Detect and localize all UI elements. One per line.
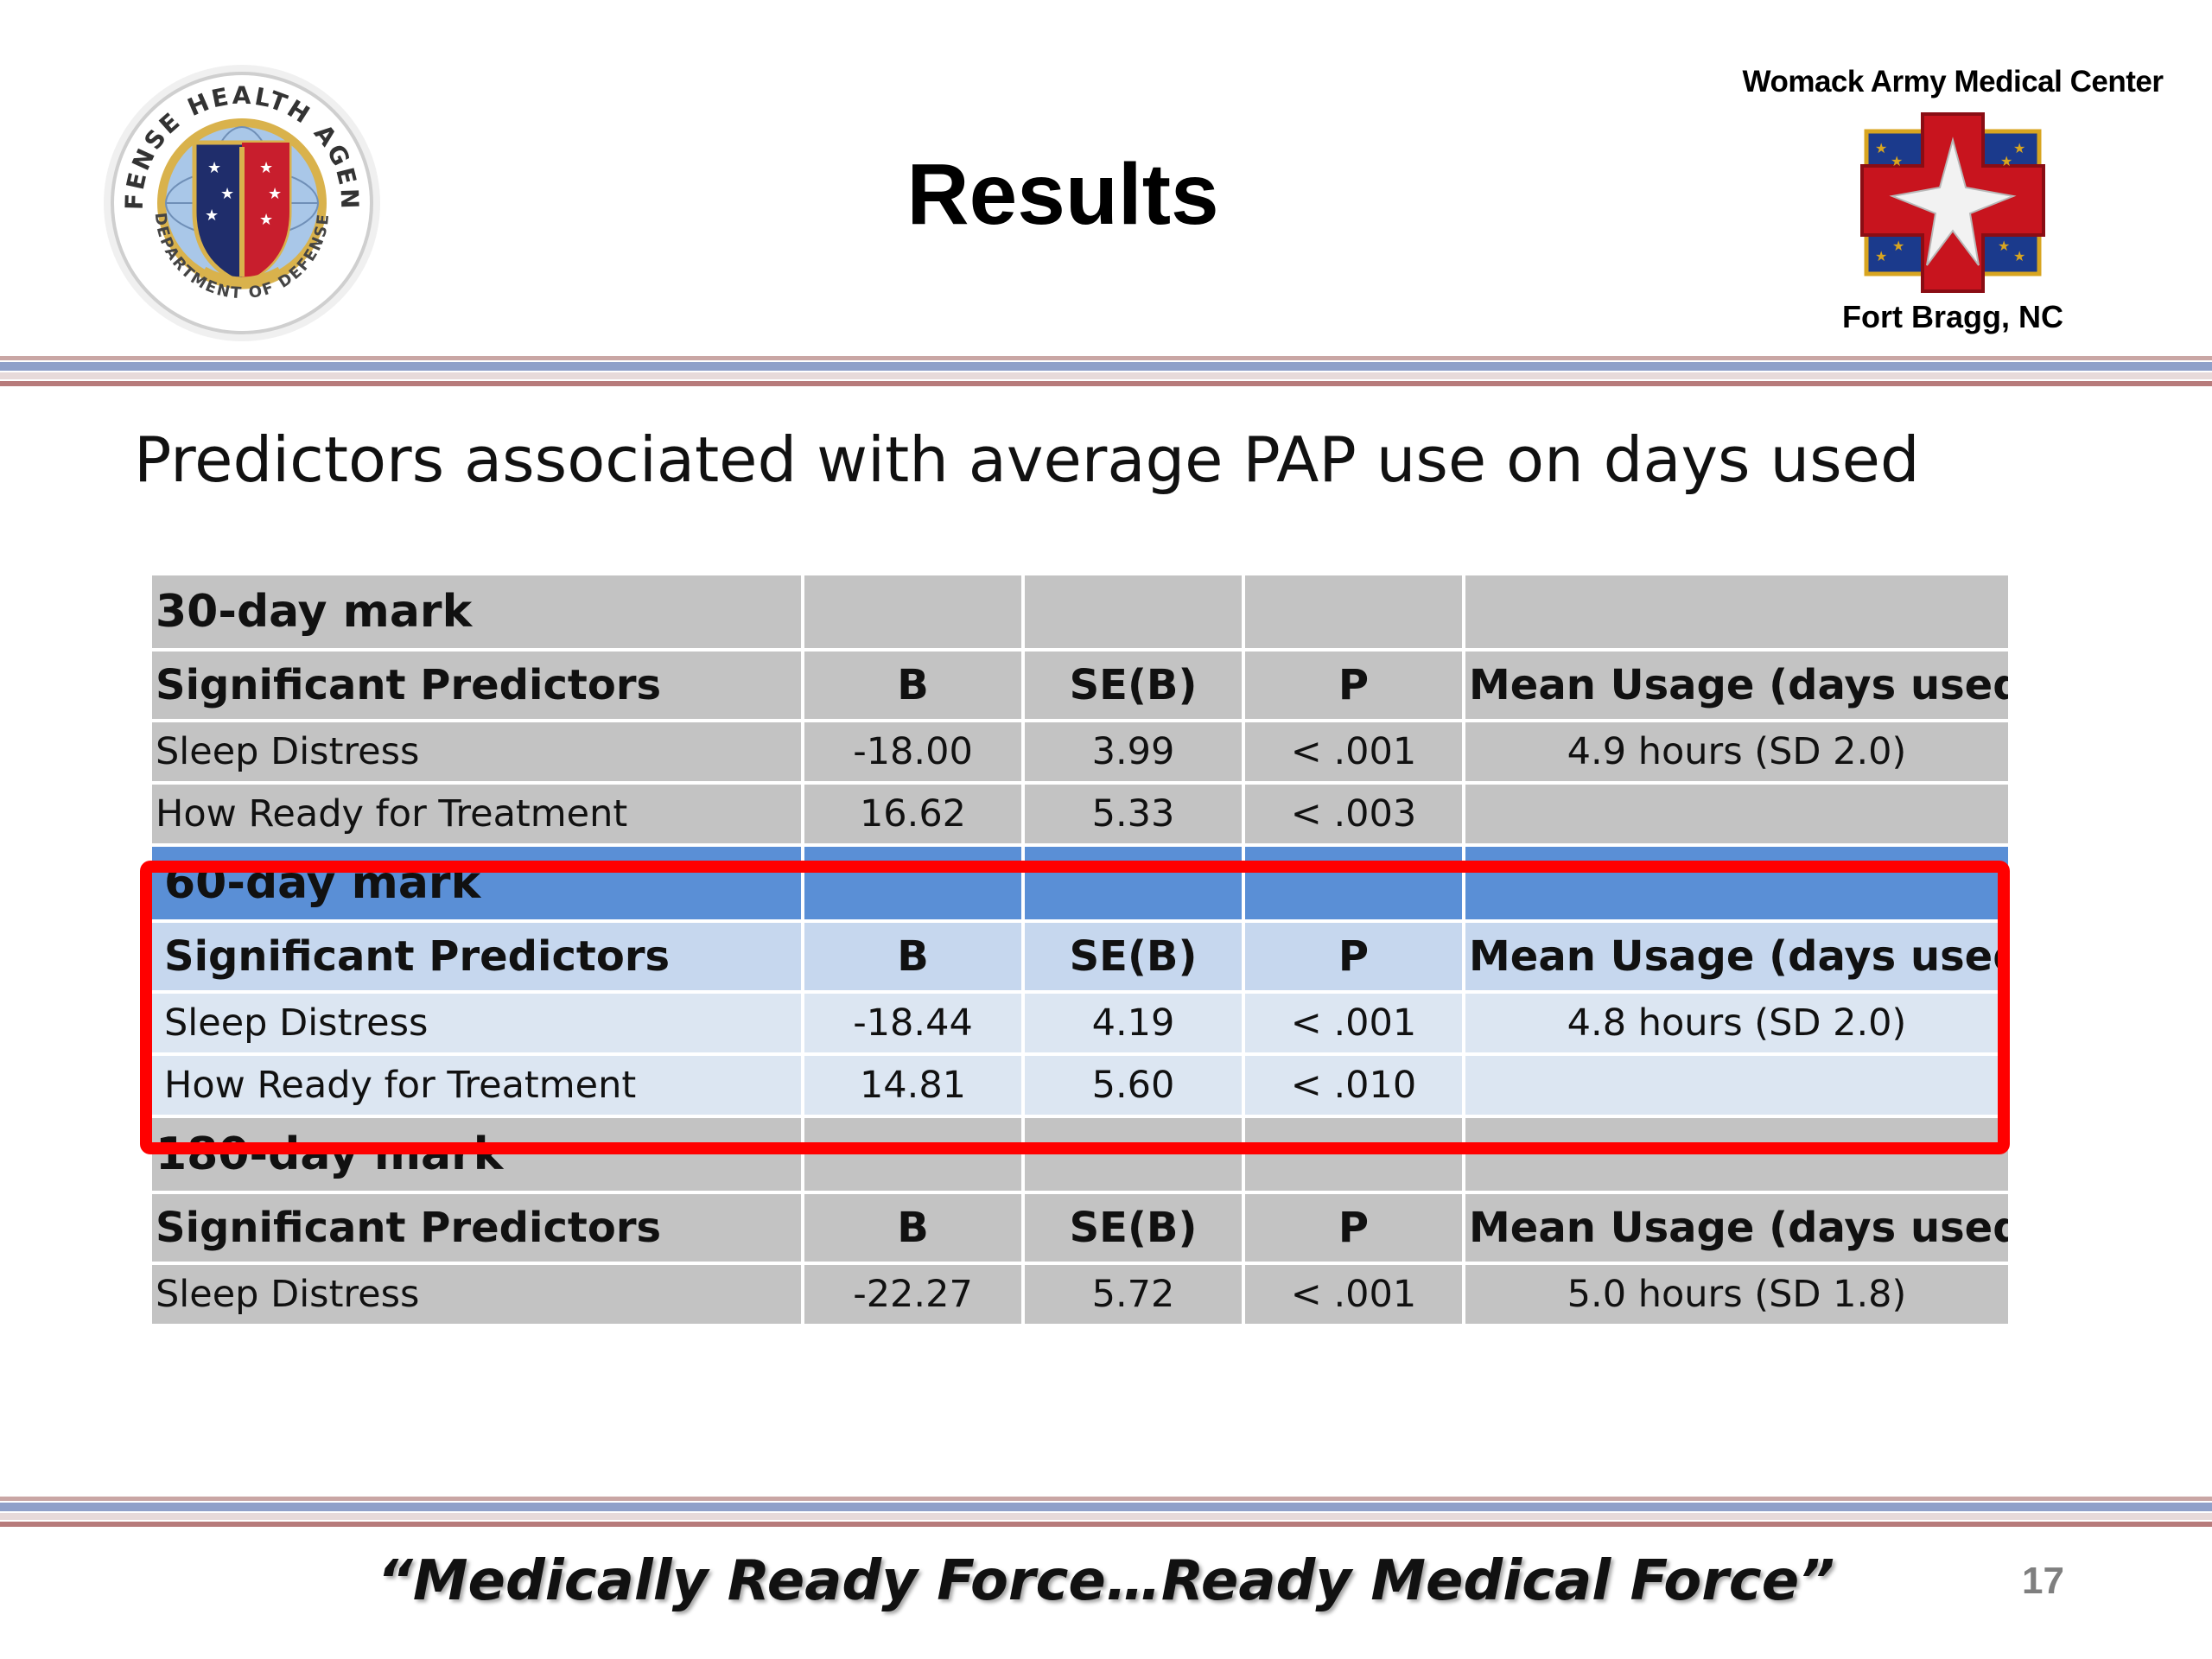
highlight-box-60-day — [140, 861, 2010, 1154]
column-header-row: Significant Predictors B SE(B) P Mean Usage … — [149, 648, 2012, 722]
table-cell-se: 5.72 — [1021, 1262, 1245, 1327]
svg-text:★: ★ — [1998, 238, 2010, 254]
table-cell-mean: 4.8 hours (SD 2.0) — [1462, 990, 2012, 1056]
table-cell-predictor: How Ready for Treatment — [149, 1052, 804, 1118]
table-cell-mean — [1462, 781, 2012, 847]
table-row: Sleep Distress -22.27 5.72 < .001 5.0 hours … — [149, 1262, 2012, 1327]
table-cell-se: 3.99 — [1021, 719, 1245, 785]
table-cell-b: 14.81 — [801, 1052, 1025, 1118]
column-header: SE(B) — [1021, 648, 1245, 722]
divider-stripe — [0, 362, 2212, 371]
results-table: 30-day mark Significant Predictors B SE(B) P… — [149, 572, 2012, 1327]
footer-divider — [0, 1497, 2212, 1529]
empty-cell — [1242, 1115, 1465, 1194]
section-mark-row: 180-day mark — [149, 1115, 2012, 1194]
table-cell-mean: 4.9 hours (SD 2.0) — [1462, 719, 2012, 785]
table-row: How Ready for Treatment 16.62 5.33 < .003 — [149, 781, 2012, 847]
table-cell-p: < .001 — [1242, 1262, 1465, 1327]
table-cell-b: 16.62 — [801, 781, 1025, 847]
table-cell-mean: 5.0 hours (SD 1.8) — [1462, 1262, 2012, 1327]
divider-stripe — [0, 372, 2212, 379]
svg-text:★: ★ — [1875, 140, 1887, 156]
section-mark-label: 180-day mark — [149, 1115, 804, 1194]
section-mark-label: 30-day mark — [149, 572, 804, 652]
table-cell-b: -18.00 — [801, 719, 1025, 785]
column-header: SE(B) — [1021, 1191, 1245, 1265]
svg-text:★: ★ — [2013, 248, 2025, 264]
table-cell-predictor: Sleep Distress — [149, 719, 804, 785]
slide-title: Results — [906, 146, 1219, 243]
column-header: Significant Predictors — [149, 648, 804, 722]
divider-stripe — [0, 1497, 2212, 1501]
table-cell-predictor: Sleep Distress — [149, 990, 804, 1056]
column-header: P — [1242, 648, 1465, 722]
divider-stripe — [0, 1522, 2212, 1527]
svg-text:★: ★ — [220, 185, 234, 203]
section-mark-row: 30-day mark — [149, 572, 2012, 652]
table-cell-predictor: How Ready for Treatment — [149, 781, 804, 847]
table-cell-b: -18.44 — [801, 990, 1025, 1056]
table-cell-p: < .001 — [1242, 719, 1465, 785]
column-header-row: Significant Predictors B SE(B) P Mean Usage … — [149, 919, 2012, 994]
subtitle: Predictors associated with average PAP u… — [134, 423, 1920, 496]
table-cell-p: < .001 — [1242, 990, 1465, 1056]
column-header: B — [801, 1191, 1025, 1265]
section-mark-row: 60-day mark — [149, 843, 2012, 923]
divider-stripe — [0, 1513, 2212, 1520]
svg-text:★: ★ — [268, 185, 282, 203]
table-row: Sleep Distress -18.44 4.19 < .001 4.8 hours … — [149, 990, 2012, 1056]
wamc-location: Fort Bragg, NC — [1842, 299, 2063, 334]
table-cell-se: 5.33 — [1021, 781, 1245, 847]
table-cell-b: -22.27 — [801, 1262, 1025, 1327]
column-header: P — [1242, 1191, 1465, 1265]
column-header: SE(B) — [1021, 919, 1245, 994]
table-cell-predictor: Sleep Distress — [149, 1262, 804, 1327]
divider-stripe — [0, 1503, 2212, 1511]
table-cell-se: 4.19 — [1021, 990, 1245, 1056]
svg-text:★: ★ — [2000, 153, 2012, 169]
empty-cell — [801, 1115, 1025, 1194]
empty-cell — [1462, 1115, 2012, 1194]
table-cell-p: < .010 — [1242, 1052, 1465, 1118]
empty-cell — [1462, 843, 2012, 923]
column-header: Mean Usage (days used) — [1462, 919, 2012, 994]
svg-text:★: ★ — [1875, 248, 1887, 264]
svg-text:★: ★ — [1892, 238, 1904, 254]
column-header: Mean Usage (days used) — [1462, 648, 2012, 722]
empty-cell — [1462, 572, 2012, 652]
empty-cell — [1242, 572, 1465, 652]
column-header: Significant Predictors — [149, 1191, 804, 1265]
column-header: B — [801, 919, 1025, 994]
svg-text:★: ★ — [205, 207, 219, 225]
table-row: How Ready for Treatment 14.81 5.60 < .010 — [149, 1052, 2012, 1118]
table-cell-se: 5.60 — [1021, 1052, 1245, 1118]
empty-cell — [1021, 1115, 1245, 1194]
table-row: Sleep Distress -18.00 3.99 < .001 4.9 hours … — [149, 719, 2012, 785]
column-header: Significant Predictors — [149, 919, 804, 994]
svg-text:★: ★ — [2013, 140, 2025, 156]
table-cell-mean — [1462, 1052, 2012, 1118]
svg-text:★: ★ — [259, 211, 273, 229]
empty-cell — [1021, 843, 1245, 923]
column-header: P — [1242, 919, 1465, 994]
empty-cell — [1242, 843, 1465, 923]
divider-stripe — [0, 356, 2212, 360]
wamc-name: Womack Army Medical Center — [1742, 65, 2164, 99]
empty-cell — [1021, 572, 1245, 652]
svg-text:★: ★ — [1891, 153, 1903, 169]
divider-stripe — [0, 381, 2212, 386]
womack-cross-star-icon: ★ ★ ★ ★ ★ ★ ★ ★ — [1849, 105, 2056, 300]
svg-text:★: ★ — [207, 159, 221, 177]
slide-number: 17 — [2022, 1560, 2064, 1602]
table-cell-p: < .003 — [1242, 781, 1465, 847]
column-header: Mean Usage (days used) — [1462, 1191, 2012, 1265]
header-divider — [0, 356, 2212, 389]
defense-health-agency-seal-icon: ★★★ ★★★ DEFENSE HEALTH AGENCY DEPARTMENT… — [79, 38, 393, 346]
column-header: B — [801, 648, 1025, 722]
empty-cell — [801, 843, 1025, 923]
empty-cell — [801, 572, 1025, 652]
svg-text:★: ★ — [259, 159, 273, 177]
column-header-row: Significant Predictors B SE(B) P Mean Usage … — [149, 1191, 2012, 1265]
footer-slogan: “Medically Ready Force…Ready Medical For… — [377, 1549, 1835, 1613]
